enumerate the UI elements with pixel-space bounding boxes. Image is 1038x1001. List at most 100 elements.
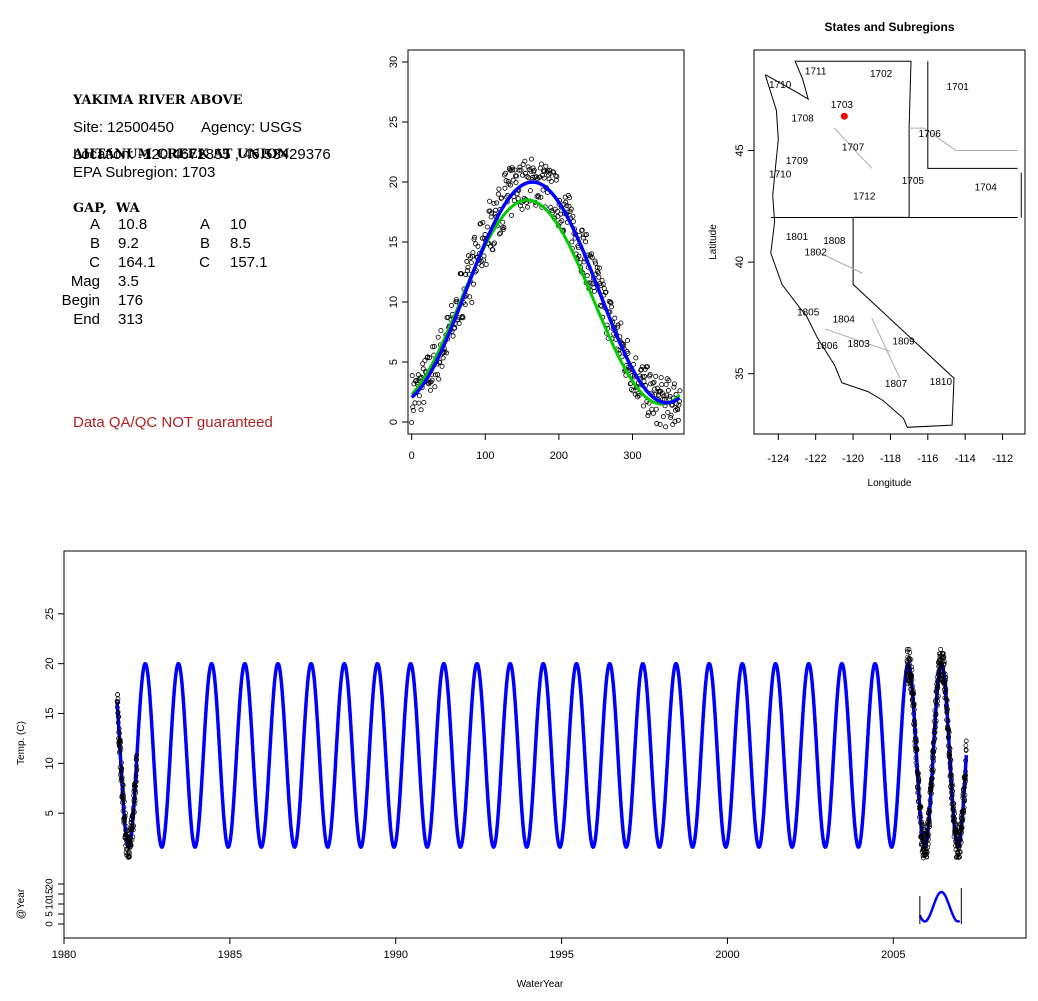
plot1-point <box>665 409 671 415</box>
plot3-point <box>943 685 948 691</box>
plot3-point <box>946 727 952 733</box>
plot1-point <box>435 371 441 377</box>
map-subregion-label: 1807 <box>885 379 908 390</box>
subpanel-ylabel: @Year <box>16 888 27 919</box>
plot1-point <box>481 253 487 259</box>
plot1-point <box>655 392 661 398</box>
plot1-point <box>584 232 590 238</box>
plot1-point <box>649 406 655 412</box>
map-subregion-label: 1711 <box>805 67 827 78</box>
plot3-point <box>943 678 948 683</box>
plot1-point <box>483 261 489 267</box>
param-left-value: 164.1 <box>118 254 156 271</box>
map-site-marker <box>840 112 848 120</box>
plot1-point <box>490 247 496 253</box>
plot1-point <box>440 355 446 361</box>
plot3-point <box>916 779 922 785</box>
plot3-point <box>926 817 932 823</box>
plot3-point <box>932 746 937 751</box>
plot3-point <box>929 784 935 789</box>
plot1-xtick-label: 300 <box>623 450 641 462</box>
plot3-point <box>912 730 918 735</box>
map-xtick-label: -120 <box>842 453 864 465</box>
map-subregion-label: 1805 <box>797 308 820 319</box>
plot3-point <box>961 799 967 805</box>
plot1-point <box>644 364 650 370</box>
plot3-point <box>924 854 930 860</box>
plot1-point <box>436 376 442 382</box>
plot1-fit-blue <box>410 180 681 405</box>
plot3-point <box>133 790 139 796</box>
plot1-point <box>443 350 449 356</box>
plot1-point <box>496 186 502 192</box>
plot3-point <box>947 749 952 754</box>
plot3-point <box>941 670 947 676</box>
plot3-point <box>908 657 914 662</box>
plot3-point <box>119 769 124 775</box>
plot1-point <box>592 258 598 264</box>
plot3-point <box>927 797 933 803</box>
plot1-point <box>435 334 441 340</box>
plot3-point <box>129 823 135 829</box>
map-subregion-label: 1712 <box>853 192 876 203</box>
plot3-point <box>130 834 136 840</box>
subpanel-line <box>918 890 961 923</box>
plot1-point <box>491 200 497 206</box>
plot3-point <box>962 792 968 798</box>
plot1-point <box>522 158 528 164</box>
param-left-key: C <box>89 254 100 271</box>
plot1-point <box>652 386 658 392</box>
plot1-ytick-label: 5 <box>388 359 400 365</box>
plot3-point <box>932 736 938 741</box>
plot1-point <box>591 285 597 291</box>
plot3-point <box>904 646 910 652</box>
plot1-point <box>470 250 476 256</box>
subpanel-ytick-label: 0 <box>45 921 56 927</box>
plot3-point <box>912 727 918 733</box>
plot3-point <box>912 707 917 712</box>
plot1-point <box>664 392 670 398</box>
plot3-point <box>933 718 939 724</box>
map-subregion-label: 1707 <box>842 142 865 153</box>
plot1-point <box>651 379 657 385</box>
plot3-point <box>941 661 947 667</box>
plot1-point <box>509 165 515 171</box>
plot1-point <box>675 407 681 413</box>
map-title: States and Subregions <box>824 20 954 34</box>
plot1-point <box>471 236 477 242</box>
plot3-point <box>962 785 967 790</box>
plot3-point <box>119 800 125 805</box>
map-subregion-label: 1704 <box>975 183 998 194</box>
plot3-point <box>926 832 932 838</box>
plot1-point <box>501 225 507 231</box>
plot1-point <box>498 195 504 201</box>
plot3-xtick-label: 1990 <box>383 949 407 961</box>
plot3-point <box>945 706 950 712</box>
plot3-point <box>942 671 948 677</box>
plot3-point <box>935 693 941 699</box>
station-title-line-2: AHTANUM CREEK AT UNION <box>73 147 290 162</box>
plot1-point <box>676 402 682 408</box>
plot1-point <box>494 200 500 206</box>
map-subregion-label: 1709 <box>786 156 809 167</box>
plot3-point <box>927 822 933 828</box>
plot3-ytick-label: 20 <box>44 658 56 670</box>
map-subregion-label: 1810 <box>930 377 953 388</box>
plot3-point <box>132 782 138 787</box>
plot3-point <box>951 801 957 806</box>
plot1-xtick-label: 200 <box>550 450 568 462</box>
plot3-point <box>963 778 969 784</box>
map-ylabel: Latitude <box>708 224 719 260</box>
plot3-point <box>911 702 917 708</box>
plot3-point <box>909 664 914 670</box>
plot3-point <box>949 781 955 787</box>
plot1-point <box>498 230 504 236</box>
plot3-point <box>132 795 138 801</box>
plot3-point <box>117 737 123 743</box>
map-subregion-label: 1806 <box>816 341 839 352</box>
plot1-point <box>517 164 523 170</box>
plot1-point <box>531 167 537 173</box>
plot1-xtick-label: 0 <box>409 450 415 462</box>
plot3-point <box>921 827 926 832</box>
plot3-point <box>134 767 140 772</box>
